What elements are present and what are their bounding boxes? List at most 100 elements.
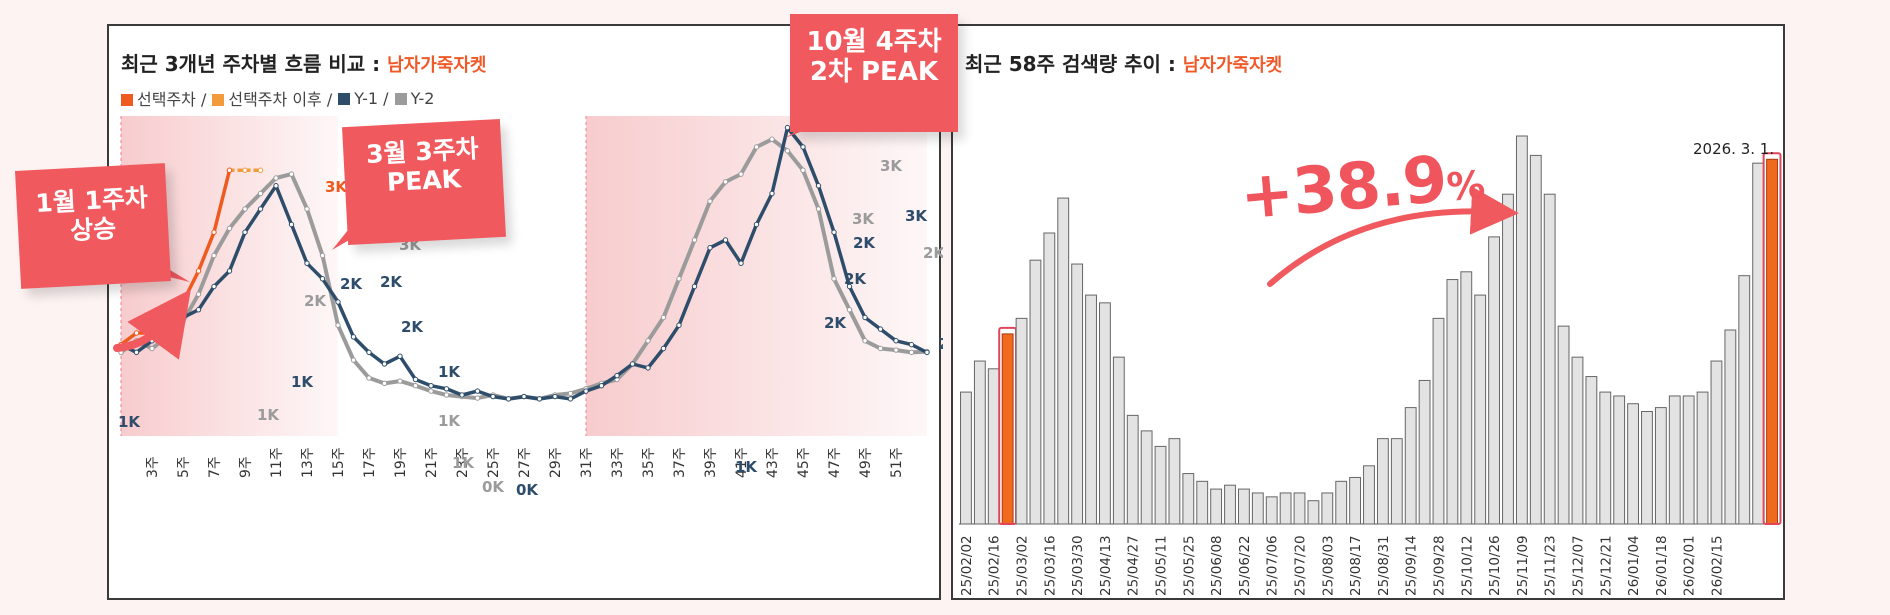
bar	[960, 391, 972, 525]
series-point	[304, 206, 310, 212]
series-point	[831, 276, 837, 282]
bar	[1307, 500, 1320, 525]
data-label: 1K	[291, 373, 314, 391]
x-tick-label: 25/07/20	[1293, 535, 1309, 596]
series-point	[924, 349, 930, 356]
x-tick-label: 25/07/06	[1265, 535, 1281, 596]
bar	[1224, 484, 1236, 525]
right-chart-title: 최근 58주 검색량 추이 : 남자가죽자켓	[965, 48, 1282, 77]
x-tick-label: 39주	[703, 447, 719, 478]
series-point	[149, 345, 155, 352]
bar	[1682, 395, 1695, 525]
callout-oct-peak: 10월 4주차 2차 PEAK	[790, 14, 958, 132]
x-tick-label: 13주	[300, 447, 316, 478]
series-point	[350, 357, 357, 363]
series-point	[211, 283, 217, 290]
series-point	[660, 314, 667, 321]
series-point	[614, 372, 620, 379]
series-point	[567, 390, 574, 397]
series-point	[381, 380, 388, 387]
series-point	[629, 361, 636, 367]
series-point	[769, 190, 775, 197]
series-point	[784, 148, 791, 154]
bar	[1154, 445, 1167, 525]
x-tick-label: 25/12/21	[1598, 535, 1614, 596]
x-tick-label: 25/06/22	[1237, 535, 1253, 596]
series-point	[335, 322, 341, 328]
data-label: 2K	[401, 318, 424, 336]
series-point	[443, 386, 450, 392]
x-tick-label: 25/05/25	[1181, 535, 1197, 596]
data-label: 3K	[880, 157, 903, 175]
series-point	[676, 276, 682, 282]
series-point	[676, 322, 682, 328]
x-tick-label: 25/02/02	[959, 535, 975, 596]
legend-swatch-after	[212, 94, 225, 106]
series-point	[195, 268, 202, 274]
x-tick-label: 25/03/30	[1070, 535, 1086, 596]
bar	[1015, 317, 1028, 525]
series-point	[273, 183, 279, 189]
series-point	[831, 229, 837, 235]
x-tick-label: 21주	[424, 447, 440, 478]
bar	[1585, 376, 1598, 525]
bar	[1460, 271, 1473, 525]
data-label: 2K	[938, 335, 943, 353]
data-label: 2K	[853, 234, 876, 252]
bar	[1752, 162, 1765, 525]
series-point	[691, 237, 698, 243]
bar	[1641, 410, 1653, 525]
legend-item-selected: 선택주차 /	[121, 86, 206, 110]
series-point	[490, 393, 496, 400]
legend-item-after: 선택주차 이후 /	[212, 86, 332, 110]
bar	[1571, 356, 1584, 525]
series-point	[893, 338, 899, 344]
data-label: 1K	[118, 413, 141, 431]
bar	[1390, 438, 1403, 525]
data-label: 1K	[257, 406, 280, 424]
series-point	[257, 190, 264, 197]
x-tick-label: 25/09/28	[1431, 535, 1447, 596]
bar	[1071, 263, 1084, 525]
bar	[1349, 476, 1362, 525]
x-tick-label: 25/08/17	[1348, 535, 1364, 596]
bar	[1599, 391, 1612, 525]
series-point	[242, 229, 248, 235]
series-point	[397, 378, 403, 384]
series-point	[893, 347, 899, 353]
bar	[1057, 197, 1070, 525]
bar	[1696, 391, 1709, 525]
series-point	[412, 383, 419, 389]
bar	[1251, 492, 1264, 525]
series-point	[118, 341, 124, 348]
x-tick-label: 25/08/31	[1376, 535, 1392, 596]
x-tick-label: 25/02/16	[987, 535, 1003, 596]
series-point	[443, 392, 450, 398]
series-point	[257, 167, 264, 173]
series-point	[707, 245, 713, 251]
x-tick-label: 47주	[827, 447, 843, 478]
x-tick-label: 3주	[145, 456, 161, 478]
series-point	[738, 260, 744, 266]
series-point	[428, 383, 434, 389]
series-point	[877, 326, 884, 332]
series-point	[164, 322, 171, 328]
bar	[1376, 438, 1389, 525]
bar	[1432, 317, 1445, 525]
data-label: 0K	[482, 478, 505, 496]
x-tick-label: 25/12/07	[1570, 535, 1586, 596]
series-point	[288, 171, 295, 177]
right-chart-title-text: 최근 58주 검색량 추이 :	[965, 52, 1176, 76]
series-point	[815, 206, 822, 212]
x-tick-label: 29주	[548, 447, 564, 478]
series-point	[195, 291, 202, 297]
series-point	[226, 167, 233, 173]
x-tick-label: 7주	[207, 456, 223, 478]
x-tick-label: 27주	[517, 447, 533, 478]
bar	[1029, 259, 1042, 525]
legend-item-y2: Y-2	[394, 89, 434, 108]
x-tick-label: 25주	[486, 447, 502, 478]
x-tick-label: 31주	[579, 447, 595, 478]
bar	[1418, 379, 1431, 525]
bar	[1766, 158, 1778, 525]
